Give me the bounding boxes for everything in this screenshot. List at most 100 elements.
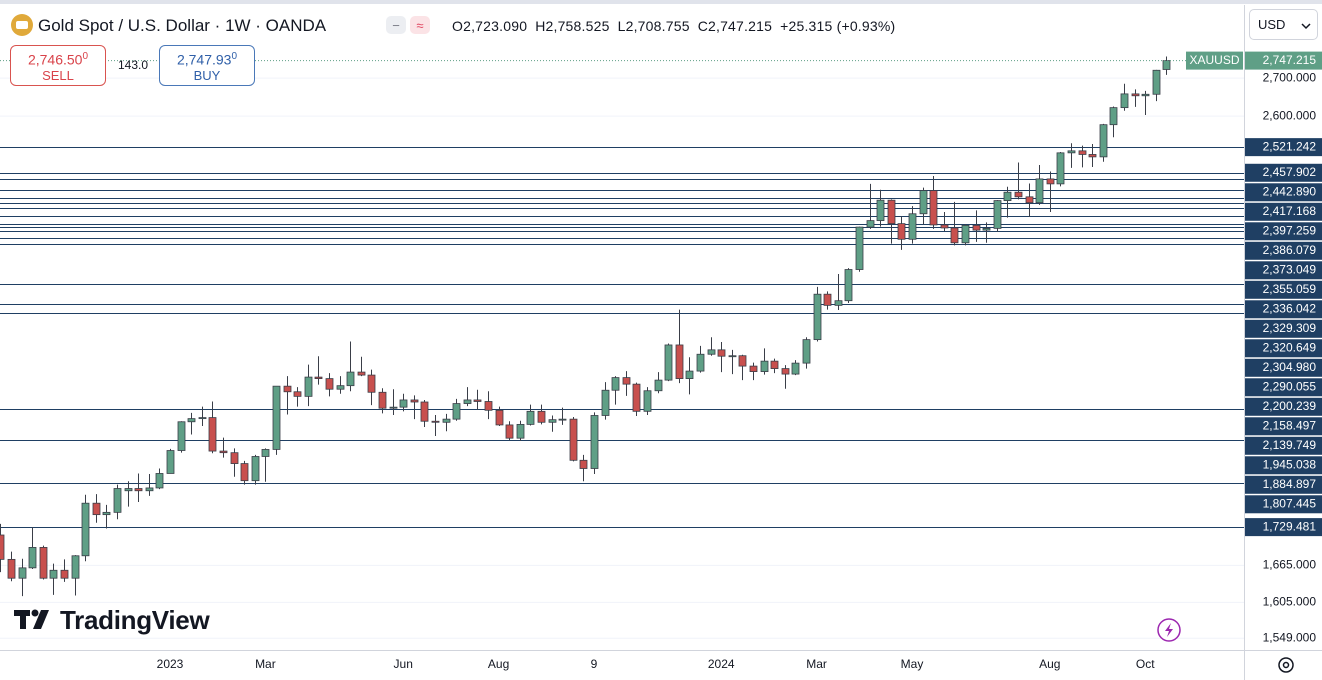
candle-body [272,385,281,450]
candle-body [823,293,832,306]
level-label: 2,320.649 [1263,340,1317,354]
candle-body [124,488,133,492]
minus-button[interactable]: − [386,16,406,34]
candle-body [1078,150,1087,155]
brand-name: TradingView [60,605,210,635]
candle-body [113,488,122,513]
candle-body [357,371,366,376]
candle-body [961,224,970,244]
candle-body [834,300,843,306]
sell-price-digit: 0 [82,51,89,62]
buy-price-digit: 0 [231,51,238,62]
level-label: 2,290.055 [1263,379,1317,393]
candle-body [71,555,80,579]
candle-body [590,415,599,469]
settings-button[interactable] [1275,654,1297,676]
candle-body [1088,154,1097,158]
indicator-button[interactable]: ≈ [410,16,430,34]
candle-body [664,344,673,381]
level-label: 1,945.038 [1263,457,1317,471]
candle-body [293,391,302,397]
currency-dropdown[interactable]: USD [1249,9,1318,40]
candle-body [696,353,705,372]
level-label-box [1245,163,1322,182]
level-label: 2,417.168 [1263,204,1317,218]
logo-stem [20,610,26,629]
sell-button[interactable]: 2,746.500 SELL [10,45,106,86]
level-label-box [1245,138,1322,157]
candle-body [632,383,641,412]
brand-logo [14,609,49,629]
candle-body [7,558,16,579]
candle-body [1035,178,1044,204]
candle-body [855,226,864,270]
candle-body [516,423,525,439]
ohlc-value: 2,747.215 [708,18,773,34]
candle-body [155,473,164,489]
candle-body [378,391,387,409]
level-label-box [1245,456,1322,475]
level-label-box [1245,319,1322,338]
candle-body [336,385,345,390]
candle-body [39,547,48,579]
level-label: 2,521.242 [1263,139,1317,153]
candle-body [251,456,260,482]
candle-body [145,487,154,492]
logo-dot [31,609,39,617]
ohlc-value: 2,758.525 [545,18,610,34]
level-label: 2,336.042 [1263,301,1317,315]
level-label-box [1245,518,1322,537]
candle-body [781,368,790,375]
level-label: 2,373.049 [1263,262,1317,276]
symbol-title: Gold Spot / U.S. Dollar · 1W · OANDA [38,16,327,35]
candle-body [399,399,408,408]
level-label-box [1245,397,1322,416]
spread: 143.0 [118,58,149,72]
level-label: 1,884.897 [1263,477,1317,491]
ohlc-key: O [452,18,464,34]
x-tick-label: Aug [1039,657,1060,671]
candle-body [367,374,376,393]
level-label: 2,139.749 [1263,438,1317,452]
candle-body [791,362,800,375]
level-label-box [1245,241,1322,260]
candle-body [473,399,482,402]
x-tick-label: Mar [806,657,827,671]
candle-body [802,339,811,364]
level-label-box [1245,222,1322,241]
level-label: 2,397.259 [1263,223,1317,237]
gear-ring [1278,657,1294,673]
symbol-tag-box [1186,51,1243,70]
buy-button[interactable]: 2,747.930 BUY [159,45,255,86]
candle-body [1014,191,1023,198]
candle-body [484,401,493,411]
candle-body [813,293,822,341]
candle-body [102,511,111,516]
symbol-icon [11,14,33,36]
level-label-box [1245,280,1322,299]
candle-body [1109,107,1118,126]
level-label-box [1245,358,1322,377]
candle-body [134,488,143,492]
lightning-button[interactable] [1156,617,1182,643]
candle-body [738,355,747,367]
candle-body [18,567,27,579]
candle-body [919,190,928,215]
candle-body [81,502,90,557]
level-label-box [1245,183,1322,202]
candle-body [1141,93,1150,97]
candle-body [1120,93,1129,109]
y-tick-label: 2,700.000 [1263,70,1317,84]
candle-body [0,534,5,560]
candle-body [844,269,853,302]
candle-body [442,418,451,423]
candle-body [1025,196,1034,204]
ohlc-key: C [697,18,708,34]
level-label-box [1245,300,1322,319]
plot-area [0,56,1244,639]
candle-body [558,418,567,421]
level-label-box [1245,339,1322,358]
level-label: 2,329.309 [1263,321,1317,335]
